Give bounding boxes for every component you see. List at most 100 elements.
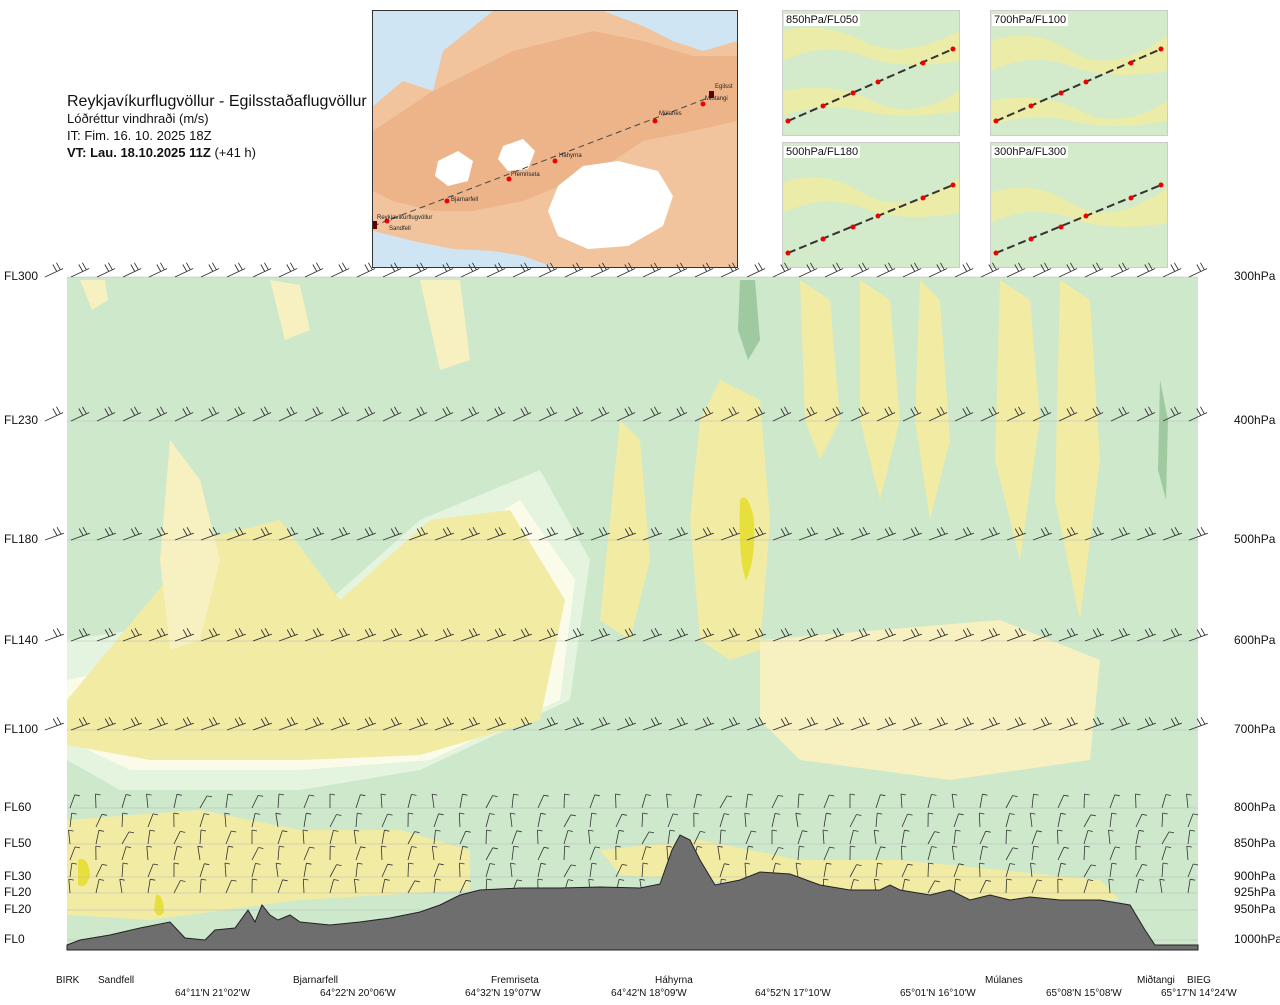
wind-barb (745, 793, 753, 809)
wind-barb (615, 864, 628, 878)
wind-barb (1058, 526, 1078, 541)
wind-barb (953, 863, 964, 878)
wind-barb (537, 846, 549, 861)
wind-barb (226, 627, 246, 642)
wind-barb (1108, 829, 1114, 845)
wind-barb (251, 795, 264, 809)
heatmap-patch (160, 440, 220, 650)
wind-barb (148, 716, 168, 731)
wind-barb (95, 845, 101, 861)
wind-barb (511, 793, 519, 809)
thumbnail-map (991, 11, 1167, 135)
wind-barb (431, 793, 438, 809)
glacier-vatnajokull (548, 161, 673, 249)
wind-barb (1030, 862, 1036, 878)
thumbnail-700hpa[interactable]: 700hPa/FL100 (990, 10, 1168, 136)
wind-barb (798, 716, 818, 731)
wind-barb (1135, 845, 1141, 861)
wind-barb (642, 716, 662, 731)
wind-barb (303, 862, 312, 878)
wind-barb (459, 862, 465, 878)
wind-barb (302, 829, 309, 845)
wind-barb (355, 794, 366, 809)
wind-barb (95, 864, 108, 878)
wind-barb (95, 879, 105, 894)
wind-barb (433, 829, 441, 845)
wind-barb (1110, 627, 1130, 642)
wind-barb (95, 793, 101, 809)
wind-barb (408, 716, 428, 731)
wind-barb (329, 814, 342, 828)
wind-barb (95, 813, 107, 828)
right-level-label: 1000hPa (1234, 932, 1280, 946)
wind-barb (563, 814, 576, 828)
heatmap-patch (690, 380, 770, 660)
airport-bieg (709, 91, 714, 98)
wind-barb (951, 845, 958, 861)
wind-barb (44, 716, 64, 731)
thumbnail-300hpa[interactable]: 300hPa/FL300 (990, 142, 1168, 268)
wind-barb (119, 878, 125, 894)
wind-barb (744, 812, 750, 828)
wind-barb (121, 862, 129, 878)
wind-barb (954, 406, 974, 422)
wind-barb (1057, 846, 1069, 861)
wind-barb (408, 262, 428, 278)
wind-barb (953, 878, 961, 894)
wind-barb (408, 627, 428, 642)
wind-barb (252, 627, 272, 642)
wind-barb (927, 880, 940, 894)
wind-barb (1032, 262, 1052, 278)
wind-barb (122, 262, 142, 278)
wind-barb (510, 862, 516, 878)
heatmap-patch (739, 497, 755, 580)
wind-barb (275, 862, 282, 878)
wind-barb (329, 864, 342, 878)
wind-barb (225, 879, 237, 894)
map-label: Egilsst (715, 84, 733, 90)
wind-barb (434, 627, 454, 642)
wind-barb (511, 845, 519, 861)
wind-barb (902, 627, 922, 642)
wind-barb (717, 845, 723, 861)
wind-barb (200, 627, 220, 642)
wind-barb (1159, 878, 1165, 894)
wind-barb (434, 526, 454, 541)
wind-barb (1109, 862, 1117, 878)
wind-barb (486, 627, 506, 642)
wind-barb (1032, 406, 1052, 422)
wind-barb (382, 627, 402, 642)
left-level-label: FL20 (4, 902, 32, 916)
wind-barb (615, 829, 624, 845)
waypoint-label: BIEG (1187, 975, 1211, 986)
wind-barb (954, 526, 974, 541)
title-block: Reykjavíkurflugvöllur - Egilsstaðaflugvö… (67, 93, 367, 161)
wind-barb (589, 794, 600, 809)
wind-barb (772, 716, 792, 731)
wind-barb (668, 627, 688, 642)
wind-barb (876, 627, 896, 642)
wind-barb (694, 716, 714, 731)
wind-barb (278, 716, 298, 731)
wind-barb (355, 846, 366, 861)
wind-barb (486, 406, 506, 422)
wind-barb (96, 716, 116, 731)
wind-barb (902, 262, 922, 278)
route-line (373, 95, 714, 227)
wind-barb (642, 262, 662, 278)
wind-barb (485, 847, 498, 861)
thumbnail-500hpa[interactable]: 500hPa/FL180 (782, 142, 960, 268)
wind-barb (433, 878, 441, 894)
wind-barb (356, 406, 376, 422)
wind-barb (199, 795, 213, 809)
wind-barb (668, 526, 688, 541)
wind-barb (772, 406, 792, 422)
wind-barb (900, 845, 907, 861)
wind-barb (1135, 829, 1144, 845)
wind-barb (1006, 406, 1026, 422)
thumbnail-850hpa[interactable]: 850hPa/FL050 (782, 10, 960, 136)
glacier-langjokull (435, 151, 473, 186)
wind-barb (563, 793, 570, 809)
wind-barb (798, 627, 818, 642)
wind-barb (564, 406, 584, 422)
